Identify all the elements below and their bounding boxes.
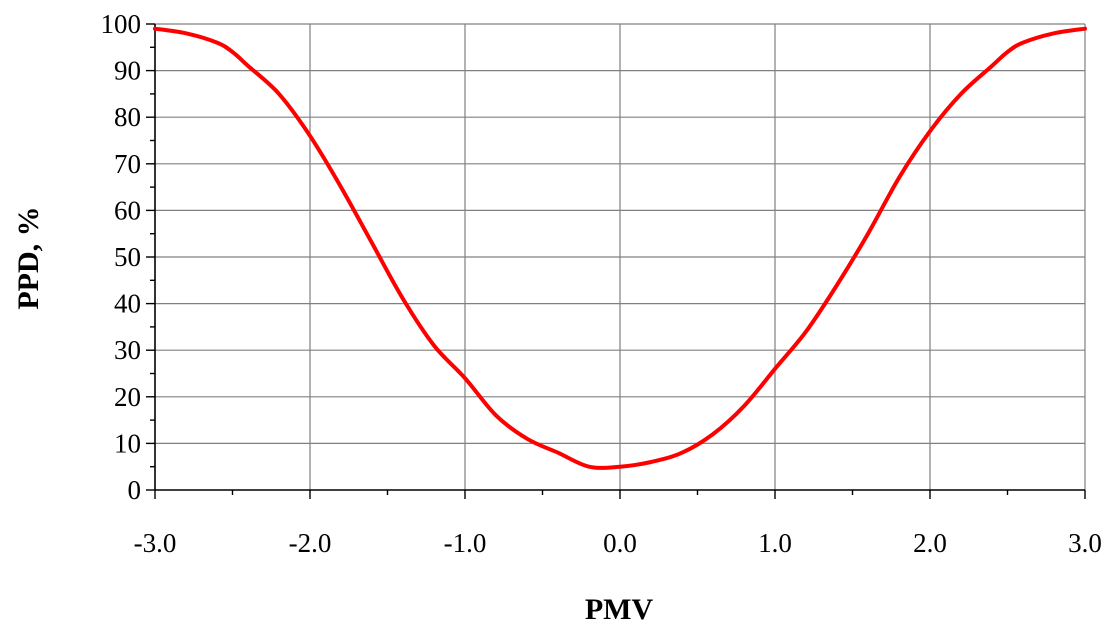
y-axis-title: PPD, % — [12, 206, 45, 309]
y-tick-label-30: 30 — [114, 335, 141, 365]
grid-lines — [155, 23, 1086, 490]
x-tick-label--3.0: -3.0 — [134, 528, 177, 558]
y-tick-label-80: 80 — [114, 102, 141, 132]
y-tick-label-100: 100 — [101, 9, 142, 39]
y-tick-label-40: 40 — [114, 289, 141, 319]
x-tick-label-0.0: 0.0 — [603, 528, 637, 558]
y-tick-label-60: 60 — [114, 195, 141, 225]
y-tick-label-20: 20 — [114, 382, 141, 412]
y-tick-label-90: 90 — [114, 56, 141, 86]
x-tick-label-2.0: 2.0 — [913, 528, 947, 558]
x-tick-label-3.0: 3.0 — [1068, 528, 1102, 558]
axes — [146, 23, 1086, 499]
y-tick-label-70: 70 — [114, 149, 141, 179]
y-tick-label-50: 50 — [114, 242, 141, 272]
tick-labels: 0 10 20 30 40 50 60 70 80 90 100 -3.0 -2.0 -1.0 0.0 1.0… — [101, 9, 1102, 558]
series-layer — [153, 26, 1087, 470]
series-line-0 — [153, 26, 1087, 470]
x-tick-label--1.0: -1.0 — [444, 528, 487, 558]
x-tick-label-1.0: 1.0 — [758, 528, 792, 558]
x-axis-title: PMV — [585, 593, 654, 626]
y-tick-label-0: 0 — [128, 475, 142, 505]
x-tick-label--2.0: -2.0 — [289, 528, 332, 558]
y-tick-label-10: 10 — [114, 428, 141, 458]
